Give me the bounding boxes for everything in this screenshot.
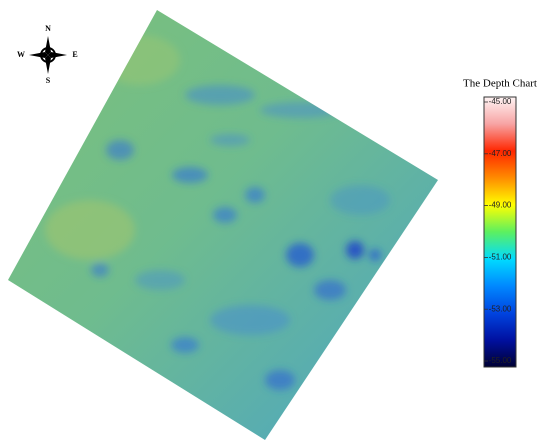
compass-needle: [29, 52, 48, 58]
legend-title: The Depth Chart: [463, 78, 537, 90]
compass-n: N: [45, 24, 51, 33]
tick-label: -53.00: [489, 304, 512, 313]
depth-map-view: N S W E The Depth Char: [0, 0, 546, 443]
compass: N S W E: [17, 24, 78, 85]
tick-label: -51.00: [489, 253, 512, 262]
compass-w: W: [17, 50, 25, 59]
compass-needle: [48, 52, 67, 58]
compass-e: E: [72, 50, 77, 59]
color-bar: [484, 97, 516, 367]
tick-label: -45.00: [489, 97, 512, 106]
depth-surface: [8, 10, 438, 440]
tick-label: -49.00: [489, 201, 512, 210]
legend: The Depth Chart -45.00 -47.00 -49.00 -51.00…: [463, 78, 537, 367]
compass-needle: [45, 36, 51, 55]
compass-needle: [45, 55, 51, 74]
compass-s: S: [46, 76, 51, 85]
tick-label: -47.00: [489, 149, 512, 158]
tick-label: -55.00: [489, 356, 512, 365]
